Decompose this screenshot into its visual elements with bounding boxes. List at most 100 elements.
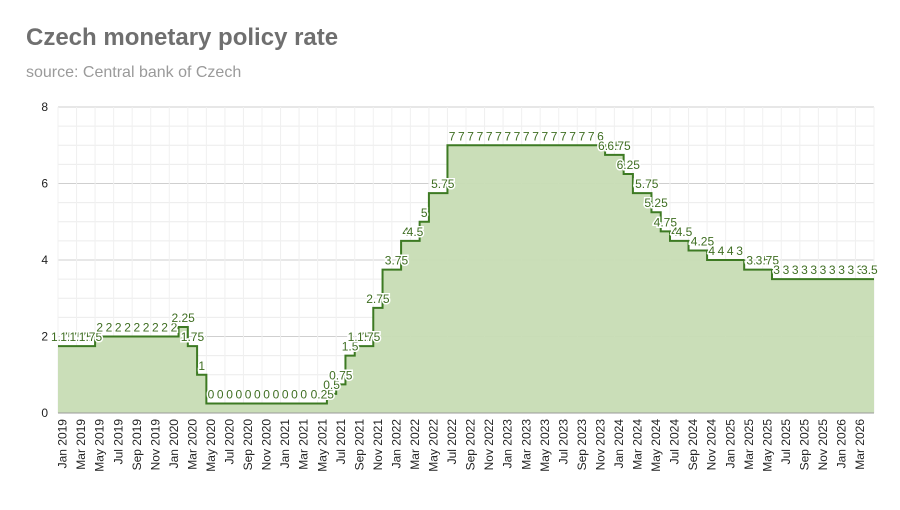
data-label: 0	[226, 387, 233, 401]
data-label: 3	[810, 263, 817, 277]
x-tick-label: Jul 2020	[223, 419, 237, 465]
data-label: 2	[96, 321, 103, 335]
data-label: 5	[421, 206, 428, 220]
data-label: 3	[384, 254, 391, 268]
data-label: 3	[773, 263, 780, 277]
data-label: 3.5	[861, 263, 878, 277]
data-label: 3.75	[746, 254, 770, 268]
x-tick-label: Mar 2026	[853, 419, 867, 470]
x-tick-label: Jul 2022	[445, 419, 459, 465]
data-label: 2	[152, 321, 159, 335]
data-label: 4.25	[691, 234, 715, 248]
data-label: 7	[495, 129, 502, 143]
data-label: 5	[430, 177, 437, 191]
x-tick-label: Nov 2024	[705, 419, 719, 471]
data-label: 4	[690, 234, 697, 248]
data-label: 0	[245, 387, 252, 401]
data-label: 3	[792, 263, 799, 277]
data-label: 4	[671, 225, 678, 239]
data-label: 4	[727, 244, 734, 258]
x-tick-label: Mar 2025	[742, 419, 756, 470]
data-label: 5.75	[431, 177, 455, 191]
x-tick-label: Jan 2019	[56, 419, 70, 469]
data-label: 2	[133, 321, 140, 335]
data-label: 0	[208, 387, 215, 401]
data-label: 1.75	[181, 330, 205, 344]
x-tick-label: May 2020	[204, 419, 218, 472]
x-tick-label: Jan 2022	[389, 419, 403, 469]
data-label: 0	[217, 387, 224, 401]
data-label: 3.75	[385, 254, 409, 268]
data-label: 7	[560, 129, 567, 143]
y-tick-label: 8	[41, 100, 48, 114]
x-tick-label: May 2023	[538, 419, 552, 472]
x-tick-label: Nov 2021	[371, 419, 385, 471]
x-tick-label: Jan 2023	[501, 419, 515, 469]
x-tick-label: May 2019	[93, 419, 107, 472]
data-label: 7	[458, 129, 465, 143]
data-label: 0	[291, 387, 298, 401]
x-tick-label: Sep 2022	[464, 419, 478, 471]
data-label: 1.75	[70, 330, 94, 344]
data-label: 2.25	[172, 311, 196, 325]
x-tick-label: Jul 2023	[556, 419, 570, 465]
x-tick-label: Sep 2025	[797, 419, 811, 471]
data-label: 1.5	[342, 340, 359, 354]
y-tick-label: 2	[41, 330, 48, 344]
data-label: 7	[541, 129, 548, 143]
data-label: 3	[857, 263, 864, 277]
data-label: 3.75	[756, 254, 780, 268]
x-tick-label: Jan 2021	[278, 419, 292, 469]
data-label: 2	[106, 321, 113, 335]
x-tick-label: Mar 2022	[408, 419, 422, 470]
data-label: 7	[579, 129, 586, 143]
data-label: 3	[801, 263, 808, 277]
x-tick-label: Sep 2023	[575, 419, 589, 471]
data-label: 5.75	[635, 177, 659, 191]
data-label: 0	[235, 387, 242, 401]
data-label: 7	[532, 129, 539, 143]
data-label: 7	[486, 129, 493, 143]
data-label: 3	[829, 263, 836, 277]
x-tick-label: Mar 2023	[519, 419, 533, 470]
x-tick-label: Mar 2020	[185, 419, 199, 470]
x-tick-label: Nov 2020	[260, 419, 274, 471]
data-label: 6.75	[598, 139, 622, 153]
data-label: 2	[115, 321, 122, 335]
x-tick-label: Jul 2025	[779, 419, 793, 465]
data-label: 7	[569, 129, 576, 143]
data-label: 2	[171, 321, 178, 335]
data-label: 0.75	[329, 368, 353, 382]
data-label: 6.75	[607, 139, 631, 153]
data-label: 7	[477, 129, 484, 143]
data-label: 7	[449, 129, 456, 143]
data-label: 2.75	[366, 292, 390, 306]
x-tick-label: May 2021	[315, 419, 329, 472]
data-label: 4.5	[407, 225, 424, 239]
x-tick-label: Nov 2019	[148, 419, 162, 471]
data-label: 7	[551, 129, 558, 143]
data-label: 1.75	[79, 330, 103, 344]
x-axis: Jan 2019 Mar 2019 May 2019 Jul 2019 Sep 2019…	[56, 412, 874, 472]
data-label: 3	[736, 244, 743, 258]
data-label: 3	[847, 263, 854, 277]
data-label: 7	[514, 129, 521, 143]
data-label: 0	[282, 387, 289, 401]
data-label: 2	[124, 321, 131, 335]
x-tick-label: May 2025	[760, 419, 774, 472]
data-label: 3	[820, 263, 827, 277]
data-label: 1.75	[348, 330, 372, 344]
data-label: 1.75	[357, 330, 381, 344]
x-tick-label: Jul 2021	[334, 419, 348, 465]
data-label: 1.75	[51, 330, 75, 344]
data-label: 3	[745, 254, 752, 268]
data-label: 6.25	[617, 158, 641, 172]
x-tick-label: Jul 2019	[111, 419, 125, 465]
data-label: 7	[504, 129, 511, 143]
data-label: 0.25	[311, 387, 335, 401]
x-tick-label: Jan 2024	[612, 419, 626, 469]
data-label: 3	[838, 263, 845, 277]
data-label: 4.75	[654, 215, 678, 229]
